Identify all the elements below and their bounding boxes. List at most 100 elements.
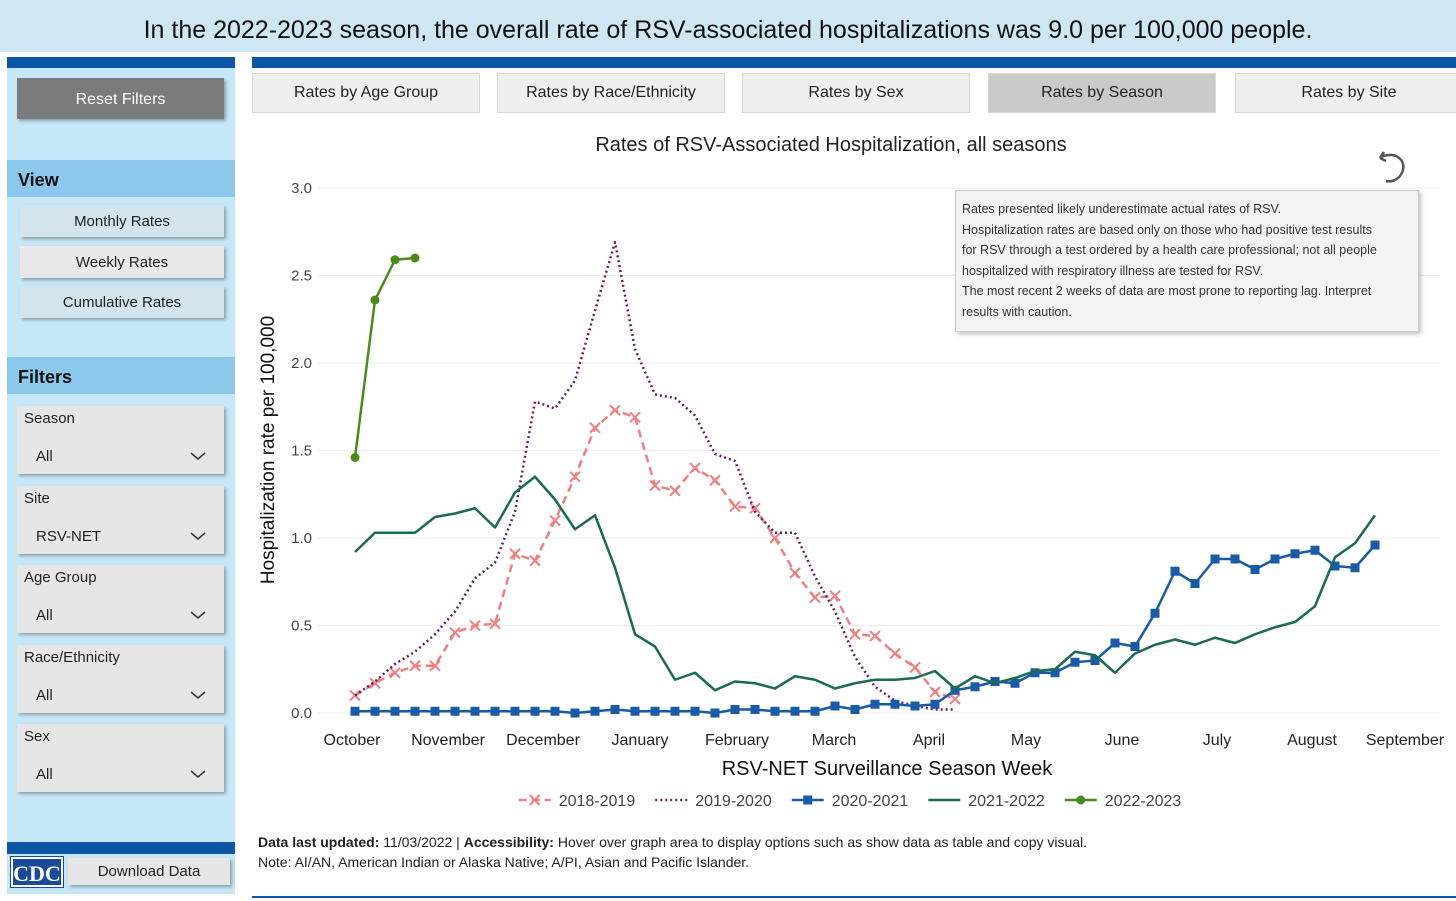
data-point xyxy=(950,685,960,695)
legend-marker xyxy=(1076,795,1086,805)
x-tick-label: October xyxy=(324,732,382,749)
tab[interactable]: Rates by Sex xyxy=(742,73,970,113)
tab[interactable]: Rates by Age Group xyxy=(252,73,480,113)
legend-label: 2022-2023 xyxy=(1105,793,1182,810)
data-point xyxy=(810,706,820,716)
x-tick-label: February xyxy=(705,732,769,749)
chevron xyxy=(190,691,206,699)
x-tick-label: August xyxy=(1287,732,1337,749)
bottom-rule xyxy=(252,896,1456,898)
data-point xyxy=(1330,561,1340,571)
tooltip-line: hospitalized with respiratory illness ar… xyxy=(962,263,1264,278)
legend-label: 2018-2019 xyxy=(559,793,636,810)
updated-date: 11/03/2022 xyxy=(383,834,453,850)
filter-label: Site xyxy=(24,490,50,507)
data-point xyxy=(629,411,641,423)
filter-dropdown[interactable]: Site RSV-NET xyxy=(17,486,224,554)
data-point xyxy=(890,699,900,709)
filter-value: RSV-NET xyxy=(36,528,102,545)
data-point xyxy=(769,532,781,544)
y-tick-label: 2.0 xyxy=(291,355,312,372)
data-point xyxy=(949,693,961,705)
filter-dropdown[interactable]: Season All xyxy=(17,406,224,474)
data-point xyxy=(1310,545,1320,555)
data-point xyxy=(550,706,560,716)
data-point xyxy=(1050,668,1060,678)
data-point xyxy=(449,626,461,639)
download-button[interactable]: Download Data xyxy=(68,858,230,885)
data-point xyxy=(469,619,481,632)
y-axis-title: Hospitalization rate per 100,000 xyxy=(258,316,279,584)
tab[interactable]: Rates by Site xyxy=(1235,73,1456,113)
data-point xyxy=(709,474,721,486)
data-point xyxy=(1130,642,1140,651)
legend-marker xyxy=(803,795,813,805)
data-point xyxy=(1210,554,1220,564)
view-option[interactable]: Weekly Rates xyxy=(20,246,224,278)
data-point xyxy=(590,706,600,716)
data-point xyxy=(410,706,420,716)
chevron xyxy=(190,611,206,619)
chart-title: Rates of RSV-Associated Hospitalization,… xyxy=(595,134,1066,156)
data-point xyxy=(509,548,521,560)
footer-note: Note: AI/AN, American Indian or Alaska N… xyxy=(258,854,750,870)
filter-value: All xyxy=(36,687,53,704)
data-point xyxy=(870,699,880,709)
data-point xyxy=(529,555,541,567)
data-point xyxy=(970,682,980,692)
series-line xyxy=(354,475,1377,692)
filter-value: All xyxy=(36,448,53,465)
data-point xyxy=(829,590,841,602)
data-point xyxy=(490,706,500,716)
x-tick-label: July xyxy=(1203,732,1231,749)
view-option[interactable]: Monthly Rates xyxy=(20,205,224,237)
data-point xyxy=(869,630,881,642)
legend-label: 2021-2022 xyxy=(968,793,1045,810)
filters-header: Filters xyxy=(7,357,235,394)
filter-value: All xyxy=(36,766,53,783)
data-point xyxy=(390,255,400,265)
data-point xyxy=(390,706,400,716)
tab[interactable]: Rates by Season xyxy=(988,73,1216,113)
series-line xyxy=(354,409,956,701)
data-point xyxy=(409,660,421,672)
updated-label: Data last updated: xyxy=(258,834,380,850)
data-point xyxy=(909,661,921,674)
data-point xyxy=(670,706,680,716)
filter-dropdown[interactable]: Sex All xyxy=(17,724,224,792)
filter-dropdown[interactable]: Race/Ethnicity All xyxy=(17,645,224,713)
data-point xyxy=(1150,608,1160,618)
view-option[interactable]: Cumulative Rates xyxy=(20,286,224,318)
tooltip-line: The most recent 2 weeks of data are most… xyxy=(962,284,1372,299)
view-header: View xyxy=(7,160,235,197)
data-point xyxy=(1250,565,1260,574)
chevron xyxy=(190,770,206,778)
filter-label: Sex xyxy=(24,728,50,745)
data-point xyxy=(570,708,580,718)
footer: Data last updated: 11/03/2022 | Accessib… xyxy=(258,832,1087,872)
data-point xyxy=(850,705,860,714)
x-axis-title: RSV-NET Surveillance Season Week xyxy=(722,758,1054,780)
data-point xyxy=(370,295,380,305)
tooltip-line: for RSV through a test ordered by a heal… xyxy=(962,243,1377,258)
data-point xyxy=(609,404,621,416)
sidebar: Reset Filters View Monthly Rates Weekly Rat… xyxy=(7,68,235,843)
data-point xyxy=(429,660,441,672)
data-point xyxy=(689,462,701,474)
filter-dropdown[interactable]: Age Group All xyxy=(17,565,224,633)
series-line xyxy=(354,241,955,711)
data-point xyxy=(630,706,640,716)
tooltip-line: results with caution. xyxy=(962,304,1072,319)
undo-icon[interactable] xyxy=(1378,151,1405,183)
reset-button[interactable]: Reset Filters xyxy=(17,78,224,119)
data-point xyxy=(910,701,920,711)
data-point xyxy=(1170,566,1180,576)
data-point xyxy=(1090,656,1100,665)
data-point xyxy=(809,591,821,604)
data-point xyxy=(1010,678,1020,688)
data-point xyxy=(489,618,501,630)
data-point xyxy=(669,485,681,497)
tab[interactable]: Rates by Race/Ethnicity xyxy=(497,73,725,113)
